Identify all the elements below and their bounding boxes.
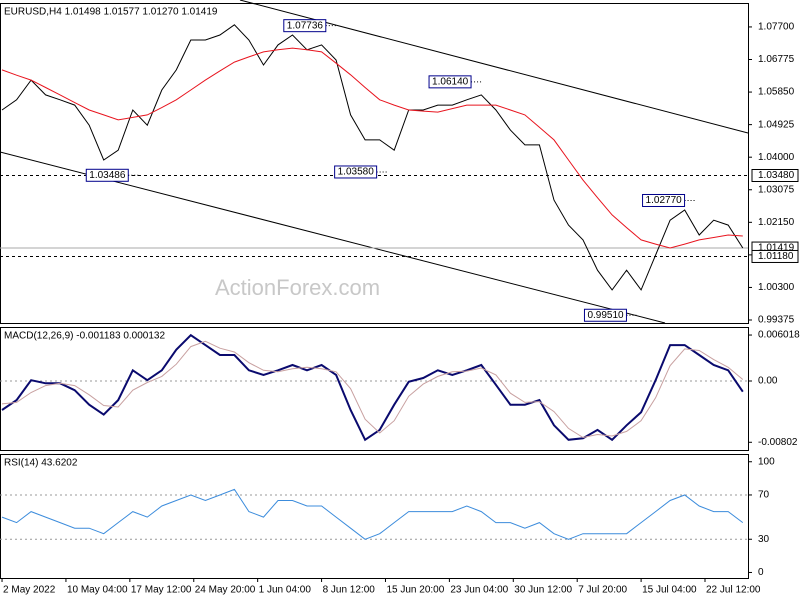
panel-title: MACD(12,26,9) -0.001183 0.000132 [4, 331, 165, 342]
y-tick-label: 100 [758, 456, 775, 467]
price-level-label: 1.01419 [758, 243, 795, 254]
y-tick-label: -0.00802 [758, 437, 798, 448]
x-tick-label: 15 Jul 04:00 [642, 585, 697, 596]
y-tick-label: 0.006018 [758, 330, 800, 341]
panel-frame [0, 454, 749, 579]
x-tick-label: 2 May 2022 [3, 585, 56, 596]
annotation-label: 0.99510 [587, 310, 624, 321]
y-tick-label: 1.07700 [758, 22, 795, 33]
panel-frame [0, 327, 749, 451]
annotation-box [85, 168, 129, 182]
annotation-box [334, 165, 378, 179]
y-tick-label: 30 [758, 534, 770, 545]
annotation-label: 1.03580 [338, 167, 375, 178]
y-tick-label: 1.00300 [758, 282, 795, 293]
panel-frame [0, 3, 749, 324]
series-line [1, 47, 743, 249]
x-tick-label: 10 May 04:00 [67, 585, 128, 596]
x-tick-label: 1 Jun 04:00 [259, 585, 312, 596]
x-tick-label: 23 Jun 04:00 [450, 585, 508, 596]
y-tick-label: 1.04000 [758, 152, 795, 163]
y-tick-label: 1.03075 [758, 184, 795, 195]
y-tick-label: 0.99375 [758, 315, 795, 326]
series-line [1, 24, 744, 291]
annotation-label: 1.02770 [646, 195, 683, 206]
x-tick-label: 17 May 12:00 [131, 585, 192, 596]
annotation-label: 1.07736 [287, 20, 324, 31]
y-tick-label: 1.02150 [758, 217, 795, 228]
annotation-label: 1.03486 [89, 170, 126, 181]
y-tick-label: 70 [758, 490, 770, 501]
x-tick-label: 22 Jul 12:00 [706, 585, 761, 596]
annotation-box [583, 308, 627, 322]
annotation-box [283, 19, 327, 33]
panel-title: EURUSD,H4 1.01498 1.01577 1.01270 1.0141… [4, 7, 218, 18]
price-level-label: 1.03480 [758, 170, 795, 181]
x-tick-label: 30 Jun 12:00 [514, 585, 572, 596]
annotation-label: 1.06140 [432, 76, 469, 87]
y-tick-label: 0 [758, 567, 764, 578]
price-level-box [751, 168, 799, 182]
x-tick-label: 8 Jun 12:00 [323, 585, 376, 596]
x-tick-label: 7 Jul 20:00 [578, 585, 627, 596]
x-tick-label: 15 Jun 20:00 [386, 585, 444, 596]
annotation-box [428, 75, 472, 89]
y-tick-label: 0.00 [758, 376, 778, 387]
panel-title: RSI(14) 43.6202 [4, 458, 78, 469]
y-tick-label: 1.04925 [758, 119, 795, 130]
price-level-box [751, 249, 799, 263]
y-tick-label: 1.06775 [758, 54, 795, 65]
x-tick-label: 24 May 20:00 [195, 585, 256, 596]
annotation-box [642, 193, 686, 207]
watermark: ActionForex.com [215, 275, 380, 300]
series-line [1, 333, 744, 442]
series-line [1, 488, 744, 540]
series-line [1, 340, 744, 439]
price-level-label: 1.01180 [758, 251, 794, 262]
y-tick-label: 1.05850 [758, 87, 795, 98]
